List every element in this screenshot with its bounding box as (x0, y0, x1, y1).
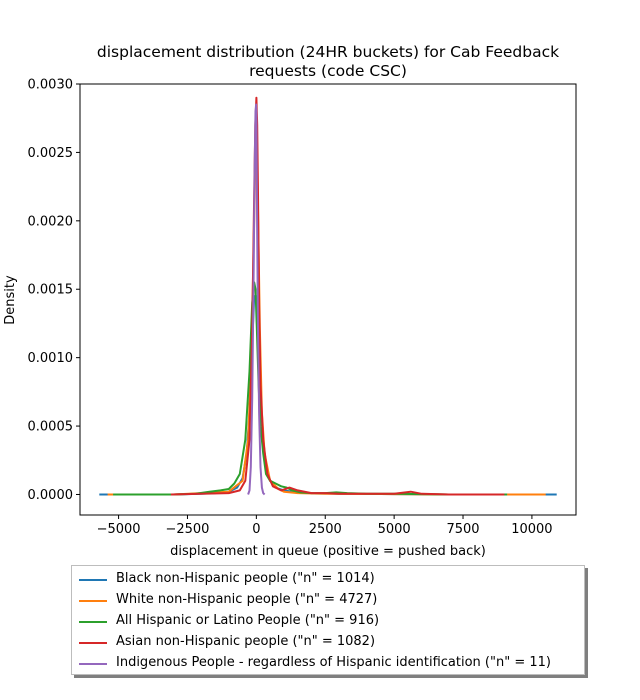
series-line-2 (113, 281, 508, 496)
legend-label: White non-Hispanic people ("n" = 4727) (116, 592, 378, 607)
y-tick-label: 0.0020 (28, 214, 74, 229)
legend-swatch (79, 642, 107, 644)
x-tick-label: 10000 (511, 522, 552, 537)
legend-swatch (79, 600, 107, 602)
legend-item: All Hispanic or Latino People ("n" = 916… (72, 612, 584, 632)
y-tick-label: 0.0005 (28, 420, 74, 435)
y-tick-label: 0.0010 (28, 351, 74, 366)
legend-label: Asian non-Hispanic people ("n" = 1082) (116, 634, 376, 649)
y-tick-label: 0.0000 (28, 488, 74, 503)
legend-label: All Hispanic or Latino People ("n" = 916… (116, 613, 380, 628)
x-axis: −5000 −2500 0 2500 5000 7500 10000 (97, 515, 553, 537)
series-layer (99, 96, 557, 496)
chart-title-line-2: requests (code CSC) (249, 62, 407, 80)
y-tick-label: 0.0015 (28, 283, 74, 298)
legend-swatch (79, 663, 107, 665)
chart-title-line-1: displacement distribution (24HR buckets)… (97, 43, 559, 61)
legend-swatch (79, 579, 107, 581)
y-tick-label: 0.0025 (28, 146, 74, 161)
legend-item: Indigenous People - regardless of Hispan… (72, 654, 584, 674)
plot-frame (79, 83, 577, 516)
legend: Black non-Hispanic people ("n" = 1014) Wh… (71, 565, 585, 675)
legend-item: White non-Hispanic people ("n" = 4727) (72, 591, 584, 611)
x-tick-label: 0 (252, 522, 260, 537)
x-tick-label: 2500 (309, 522, 342, 537)
series-line-4 (247, 103, 266, 496)
legend-label: Black non-Hispanic people ("n" = 1014) (116, 571, 375, 586)
series-line-0 (99, 295, 557, 496)
legend-item: Asian non-Hispanic people ("n" = 1082) (72, 633, 584, 653)
x-tick-label: 7500 (446, 522, 479, 537)
series-line-3 (170, 96, 505, 496)
y-axis: 0.0000 0.0005 0.0010 0.0015 0.0020 0.0025 0.00… (28, 78, 80, 503)
y-tick-label: 0.0030 (28, 78, 74, 93)
legend-swatch (79, 621, 107, 623)
y-axis-label: Density (3, 275, 18, 325)
x-axis-label: displacement in queue (positive = pushed… (170, 544, 486, 559)
legend-label: Indigenous People - regardless of Hispan… (116, 655, 551, 670)
legend-item: Black non-Hispanic people ("n" = 1014) (72, 570, 584, 590)
x-tick-label: −2500 (165, 522, 209, 537)
plot-area (79, 83, 577, 516)
x-tick-label: 5000 (378, 522, 411, 537)
x-tick-label: −5000 (97, 522, 141, 537)
series-line-1 (107, 151, 546, 496)
